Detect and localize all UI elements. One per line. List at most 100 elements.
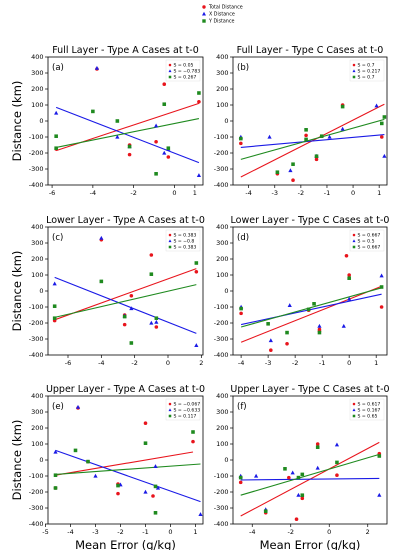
data-point-total [166,155,171,159]
y-tick-label: 200 [216,424,228,432]
panel-legend-label: S = −0.783 [174,69,201,75]
y-tick-label: -100 [29,472,44,480]
panel-legend-label: S = −0.633 [174,408,201,414]
x-tick-label: -6 [65,359,71,367]
x-tick-label: -3 [272,189,278,197]
data-point-y [377,454,382,458]
panel-legend-marker-total [352,63,356,67]
data-point-y [239,136,243,141]
data-point-x [153,464,158,468]
x-tick-label: -6 [49,189,55,197]
data-point-total [304,133,308,138]
data-point-x [75,404,81,409]
data-point-y [153,511,158,515]
figure-legend-marker [202,5,206,9]
panel-legend-marker-total [168,402,172,406]
y-tick-label: -400 [29,520,44,528]
x-tick-label: -4 [67,528,73,536]
data-point-total [154,140,158,144]
x-axis-label: Mean Error (g/kg) [260,538,361,550]
data-point-y [154,172,158,176]
x-tick-label: 1 [193,528,197,536]
x-tick-label: 0 [168,528,172,536]
y-tick-label: -300 [214,335,229,343]
y-tick-label: 100 [216,271,228,279]
panel-legend-label: S = 0.5 [358,239,375,245]
data-point-y [317,330,322,335]
x-tick-label: -2 [288,528,294,536]
y-tick-label: 200 [216,255,228,263]
data-point-y [283,467,287,471]
y-tick-label: 200 [216,85,228,93]
data-point-x [155,485,161,490]
panel-legend-label: S = 0.217 [358,69,381,75]
panel-e: Upper Layer - Type A Cases at t-0-400-30… [10,384,205,550]
data-point-y [99,279,104,284]
data-point-y [238,475,243,480]
panels: Full Layer - Type A Cases at t-0-400-300… [10,45,390,550]
y-tick-label: 400 [216,392,228,400]
y-tick-label: 0 [224,117,228,125]
y-tick-label: 0 [39,287,43,295]
data-point-y [149,272,154,276]
data-point-y [54,146,58,150]
panel-legend-label: S = 0.7 [358,63,375,69]
data-point-y [300,472,305,477]
panel-legend-marker-total [352,402,356,406]
y-tick-label: -200 [214,488,229,496]
data-point-total [347,273,351,277]
data-point-x [94,65,100,70]
fit-line-total [54,268,197,321]
panel-legend-marker-x [352,408,356,412]
data-point-y [296,475,301,480]
panel-legend-marker-y [168,245,172,249]
fit-line-x [55,449,201,503]
figure-legend-marker [202,19,206,23]
data-point-y [197,91,201,95]
panel-f: Upper Layer - Type C Cases at t-0-400-30… [214,384,390,550]
data-point-y [115,119,120,123]
data-point-total [149,253,154,257]
data-point-total [285,342,289,346]
y-axis-label: Distance (km) [10,81,24,162]
y-tick-label: 200 [31,424,43,432]
data-point-x [317,323,322,328]
data-point-y [306,307,311,312]
fit-line-y [240,287,382,328]
fit-line-x [240,134,385,148]
data-point-y [291,162,295,166]
data-point-total [379,305,384,309]
data-point-y [315,445,320,449]
fit-line-x [240,477,380,481]
y-tick-label: 300 [216,408,228,416]
data-point-total [191,439,195,444]
x-tick-label: -1 [324,189,330,197]
data-point-y [340,104,345,109]
data-point-y [312,302,316,306]
y-tick-label: 100 [216,440,228,448]
x-tick-label: 1 [193,189,197,197]
data-point-y [53,486,58,490]
panel-legend-label: S = 0.617 [358,402,381,408]
data-point-x [288,168,293,173]
data-point-x [53,449,58,454]
panel-legend-box [349,229,385,252]
y-tick-label: 200 [31,85,43,93]
panel-title: Full Layer - Type C Cases at t-0 [237,45,384,56]
fit-line-total [240,285,382,343]
x-tick-label: -1 [319,359,325,367]
panel-legend-label: S = 0.383 [174,233,197,239]
data-point-y [54,134,58,138]
fit-line-total [55,451,194,476]
figure-legend-label: X Distance [209,12,235,18]
data-point-x [162,150,167,155]
y-tick-label: 100 [31,271,43,279]
y-tick-label: 400 [216,53,228,61]
data-point-total [294,517,299,521]
panel-legend-label: S = 0.667 [358,233,381,239]
y-tick-label: -300 [214,165,229,173]
panel-legend-marker-total [168,63,172,67]
data-point-total [379,135,384,139]
x-tick-label: 0 [166,359,170,367]
panel-title: Upper Layer - Type A Cases at t-0 [46,384,205,395]
